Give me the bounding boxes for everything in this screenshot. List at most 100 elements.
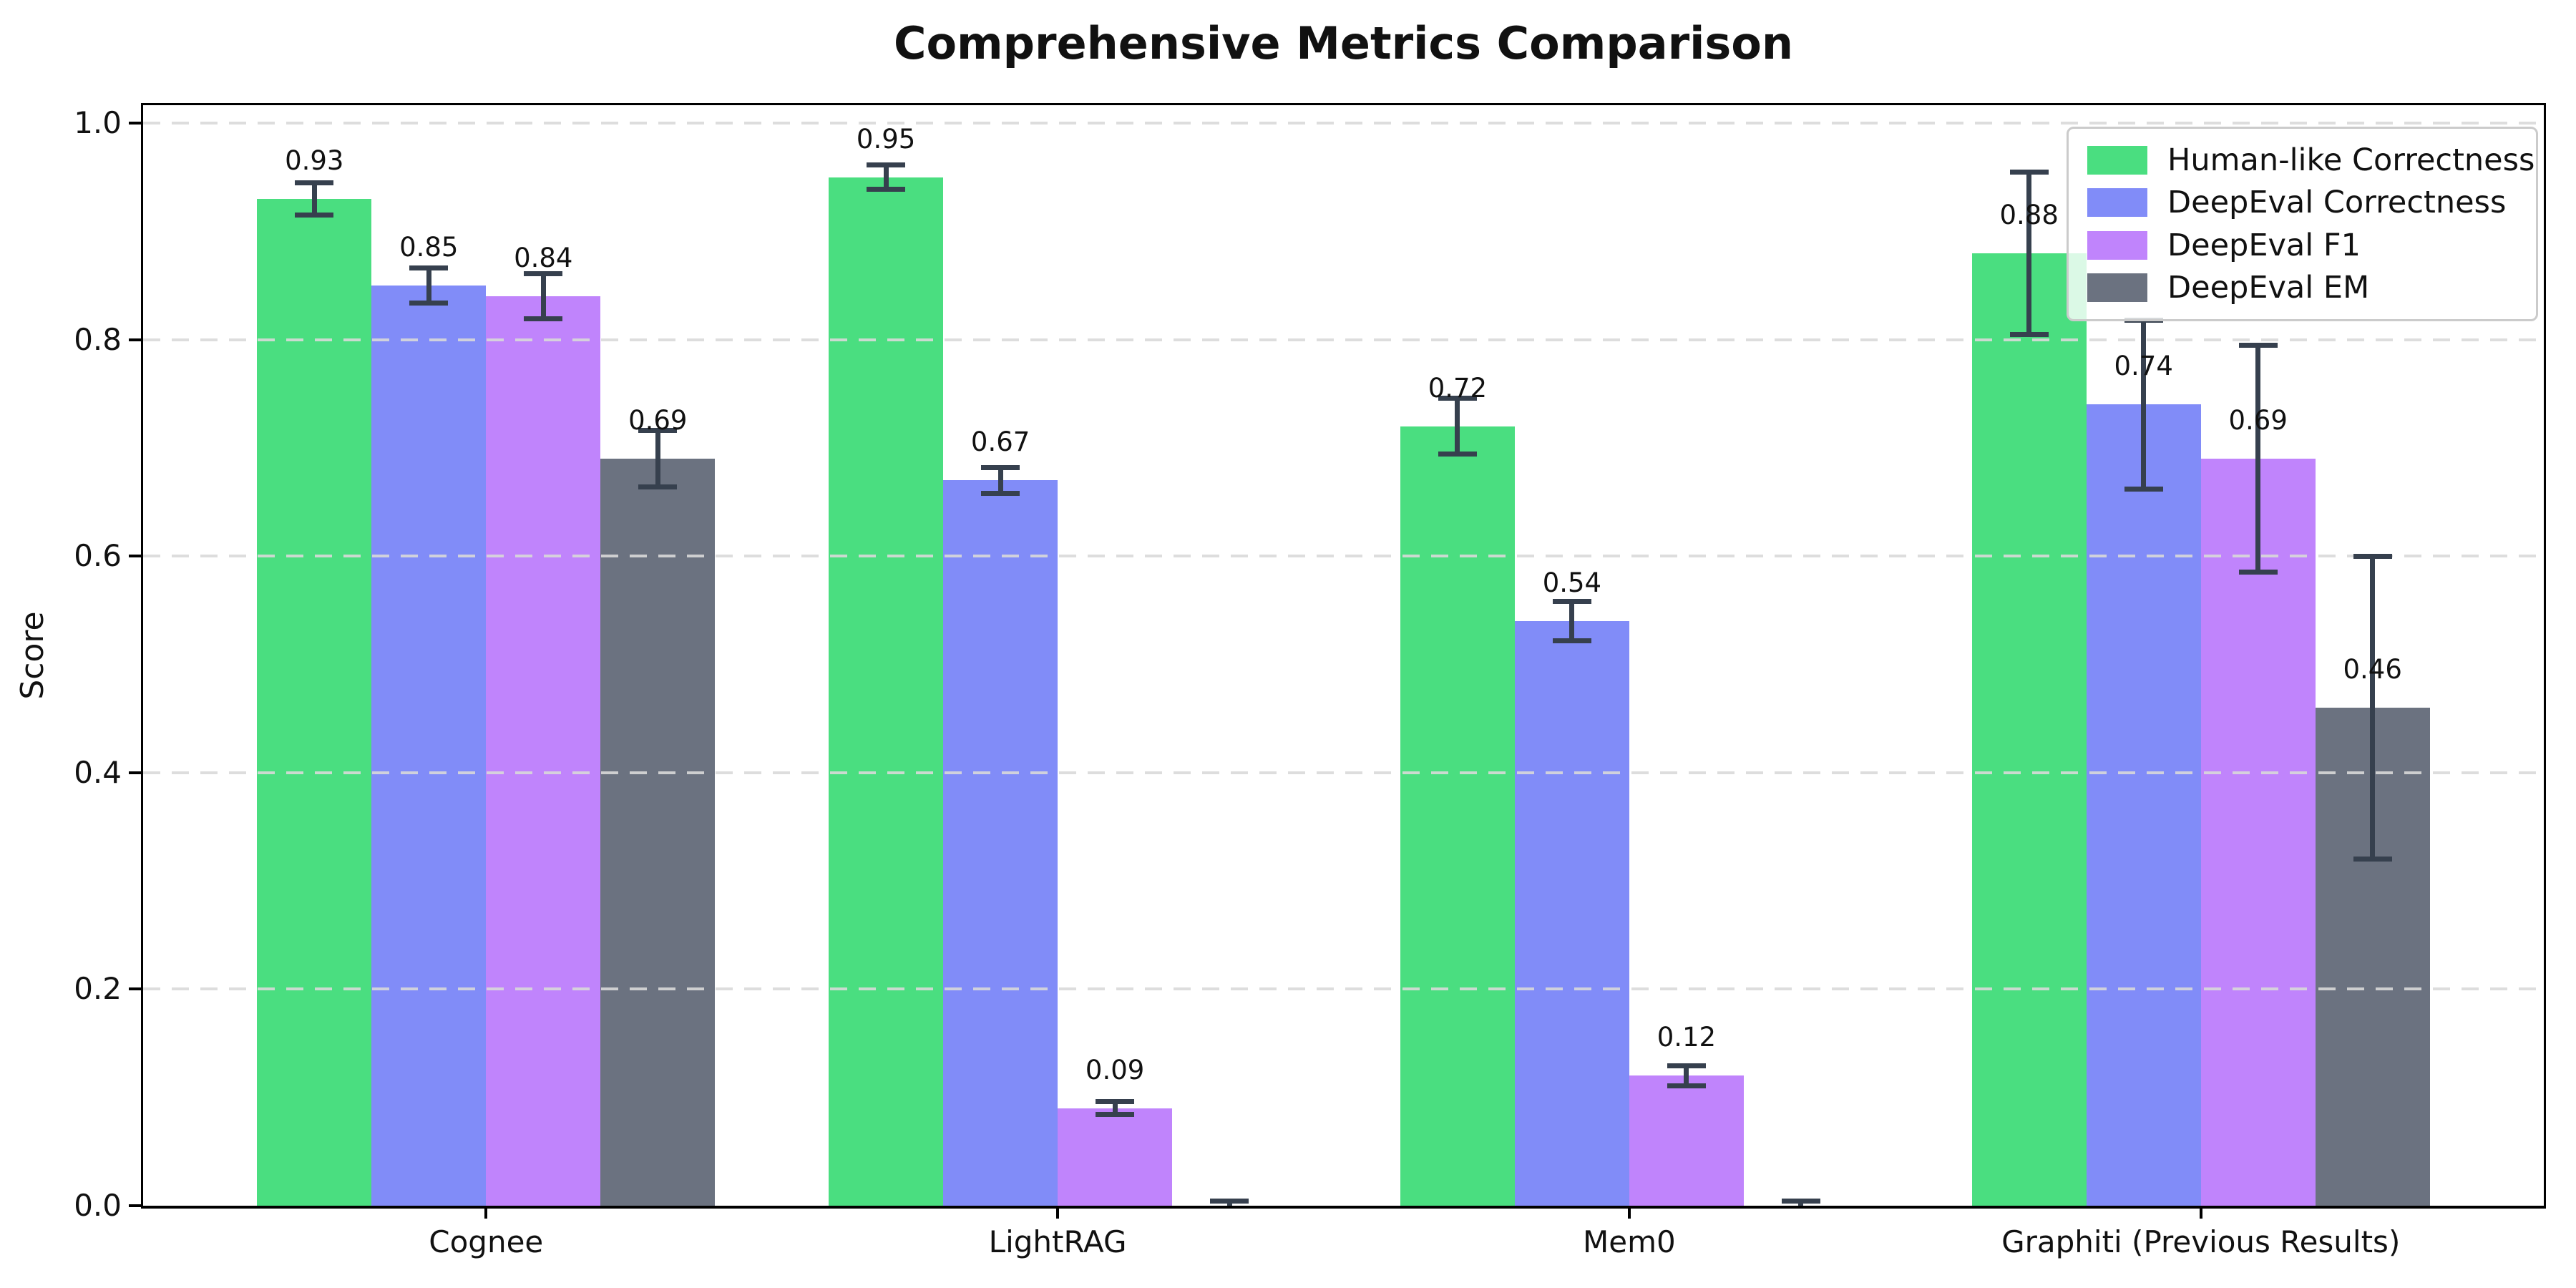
error-bar: [2026, 172, 2032, 334]
x-tick-label: Cognee: [429, 1224, 544, 1259]
error-bar-cap-top: [295, 180, 334, 185]
y-tick-label: 0.0: [74, 1188, 122, 1223]
legend-item: DeepEval EM: [2087, 270, 2517, 305]
error-bar: [1569, 601, 1575, 641]
error-bar-cap-top: [2353, 553, 2392, 559]
error-bar: [2255, 345, 2261, 572]
error-bar-cap-top: [1096, 1099, 1135, 1105]
y-tick: [129, 987, 143, 991]
error-bar: [311, 182, 317, 215]
y-tick: [129, 1204, 143, 1207]
bar-deepeval-f1: [2200, 459, 2316, 1206]
error-bar-cap-top: [524, 270, 563, 276]
error-bar-cap-bottom: [981, 490, 1020, 496]
error-bar: [2370, 556, 2376, 859]
legend-swatch-icon: [2087, 146, 2147, 175]
x-tick: [1627, 1206, 1631, 1219]
y-tick: [129, 121, 143, 125]
gridline: [143, 555, 2544, 558]
y-tick-label: 0.6: [74, 538, 122, 574]
bar-value-label: 0.85: [399, 231, 459, 263]
bar-human-like-correctness: [829, 177, 944, 1206]
bar-value-label: 0.69: [2228, 405, 2288, 436]
bar-value-label: 0.54: [1542, 567, 1602, 598]
x-tick: [1056, 1206, 1060, 1219]
bar-value-label: 0.72: [1428, 372, 1488, 404]
bar-value-label: 0.74: [2114, 351, 2173, 382]
error-bar-cap-top: [981, 464, 1020, 470]
legend-swatch-icon: [2087, 230, 2147, 260]
bar-value-label: 0.09: [1085, 1054, 1145, 1085]
gridline: [143, 121, 2544, 125]
bar-deepeval-f1: [486, 296, 601, 1206]
error-bar-cap-bottom: [1438, 452, 1477, 457]
error-bar-cap-top: [2238, 342, 2278, 348]
bar-value-label: 0.46: [2343, 654, 2402, 685]
legend-swatch-icon: [2087, 188, 2147, 218]
error-bar-cap-top: [1667, 1063, 1706, 1069]
error-bar-cap-bottom: [1096, 1112, 1135, 1118]
legend-label: DeepEval Correctness: [2167, 185, 2507, 221]
error-bar: [2141, 320, 2147, 489]
error-bar: [426, 268, 431, 303]
error-bar-cap-bottom: [295, 213, 334, 218]
error-bar-cap-bottom: [1552, 638, 1591, 643]
y-tick: [129, 771, 143, 774]
error-bar-cap-bottom: [2238, 570, 2278, 575]
error-bar-cap-top: [867, 162, 906, 168]
bar-human-like-correctness: [257, 198, 372, 1206]
bar-human-like-correctness: [1971, 253, 2087, 1206]
bar-value-label: 0.95: [856, 123, 916, 155]
bar-deepeval-f1: [1058, 1108, 1173, 1206]
error-bar: [1455, 398, 1460, 454]
error-bar-cap-bottom: [638, 484, 678, 489]
gridline: [143, 987, 2544, 991]
y-tick-label: 1.0: [74, 104, 122, 140]
bar-deepeval-correctness: [2086, 404, 2201, 1206]
error-bar: [540, 273, 546, 319]
error-bar: [997, 467, 1003, 494]
legend-item: DeepEval F1: [2087, 228, 2517, 263]
x-tick: [2199, 1206, 2202, 1219]
error-bar-cap-top: [409, 265, 449, 271]
x-tick-label: Mem0: [1583, 1224, 1676, 1259]
bar-deepeval-correctness: [371, 285, 487, 1206]
legend-label: DeepEval EM: [2167, 269, 2370, 306]
bar-deepeval-f1: [1629, 1075, 1744, 1206]
error-bar-cap-bottom: [2009, 331, 2049, 337]
bar-value-label: 0.67: [970, 426, 1030, 458]
error-bar-cap-top: [1552, 599, 1591, 605]
gridline: [143, 771, 2544, 774]
error-bar: [1112, 1101, 1118, 1115]
chart-title: Comprehensive Metrics Comparison: [893, 17, 1794, 69]
y-tick: [129, 555, 143, 558]
x-tick-label: LightRAG: [988, 1224, 1127, 1259]
top-spine: [141, 103, 2546, 105]
error-bar: [1684, 1065, 1689, 1086]
error-bar-cap-top: [2009, 169, 2049, 175]
error-bar-cap-bottom: [1667, 1083, 1706, 1088]
gridline: [143, 338, 2544, 341]
error-bar-cap-bottom: [524, 316, 563, 322]
error-bar: [655, 430, 660, 487]
error-bar-cap-bottom: [867, 186, 906, 192]
error-bar-cap-bottom: [2353, 857, 2392, 862]
y-tick: [129, 338, 143, 341]
bar-deepeval-correctness: [1514, 620, 1629, 1206]
bottom-spine: [141, 1206, 2546, 1209]
y-tick-label: 0.8: [74, 321, 122, 357]
error-bar-cap-bottom: [409, 300, 449, 306]
error-bar-cap-bottom: [2124, 486, 2163, 492]
error-bar-cap-top: [1210, 1199, 1249, 1204]
left-spine: [141, 103, 143, 1208]
legend-item: Human-like Correctness: [2087, 143, 2534, 177]
bar-deepeval-em: [600, 459, 716, 1206]
y-tick-label: 0.4: [74, 754, 122, 790]
legend-label: Human-like Correctness: [2167, 142, 2535, 178]
legend-swatch-icon: [2087, 273, 2147, 302]
right-spine: [2544, 103, 2546, 1208]
legend-label: DeepEval F1: [2167, 227, 2361, 263]
bar-value-label: 0.12: [1657, 1022, 1717, 1053]
error-bar-cap-top: [1438, 395, 1477, 401]
